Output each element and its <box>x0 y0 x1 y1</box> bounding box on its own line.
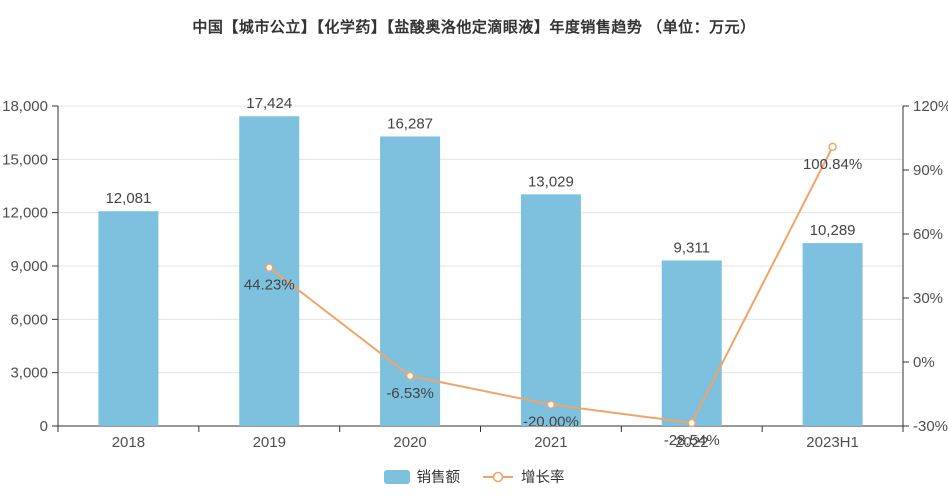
legend-item-growth[interactable]: 增长率 <box>482 466 565 487</box>
y-right-tick-label: -30% <box>913 418 948 435</box>
y-left-tick-label: 9,000 <box>10 258 48 275</box>
x-axis-label-2022: 2022 <box>675 434 708 451</box>
y-right-tick-label: 0% <box>913 354 935 371</box>
legend-label-growth: 增长率 <box>521 470 565 486</box>
legend: 销售额 增长率 <box>0 466 948 487</box>
growth-value-label-2023H1: 100.84% <box>803 156 862 173</box>
bar-2018[interactable] <box>98 211 159 426</box>
bar-2021[interactable] <box>520 194 581 426</box>
x-axis-label-2023H1: 2023H1 <box>806 434 859 451</box>
y-left-tick-label: 3,000 <box>10 365 48 382</box>
chart-title: 中国【城市公立】【化学药】【盐酸奥洛他定滴眼液】年度销售趋势 （单位：万元） <box>192 19 756 36</box>
bar-swatch-icon <box>383 469 410 484</box>
bar-value-label-2023H1: 10,289 <box>810 222 856 239</box>
y-left-tick-label: 12,000 <box>2 205 48 222</box>
bar-value-label-2021: 13,029 <box>528 173 574 190</box>
line-swatch-icon <box>483 471 513 482</box>
bar-2020[interactable] <box>380 136 441 426</box>
y-right-tick-label: 60% <box>913 226 943 243</box>
x-axis-label-2019: 2019 <box>253 434 286 451</box>
x-axis-label-2018: 2018 <box>112 434 145 451</box>
growth-value-label-2021: -20.00% <box>523 414 579 431</box>
legend-item-sales[interactable]: 销售额 <box>383 466 461 487</box>
bar-value-label-2020: 16,287 <box>387 115 433 132</box>
y-left-tick-label: 0 <box>40 418 48 435</box>
growth-value-label-2022: -28.54% <box>664 432 720 449</box>
x-axis-label-2020: 2020 <box>393 434 426 451</box>
growth-point-2021[interactable] <box>546 400 556 409</box>
bar-value-label-2022: 9,311 <box>674 239 710 256</box>
growth-value-label-2020: -6.53% <box>386 385 434 402</box>
y-right-tick-label: 120% <box>913 98 948 115</box>
y-left-tick-label: 18,000 <box>2 98 48 115</box>
growth-value-label-2019: 44.23% <box>244 277 295 294</box>
growth-point-2023H1[interactable] <box>828 142 837 152</box>
x-axis-label-2021: 2021 <box>534 434 567 451</box>
bar-value-label-2018: 12,081 <box>105 190 151 207</box>
bar-2022[interactable] <box>661 260 722 426</box>
chart-canvas: 0 3,000 6,000 9,000 12,000 15,000 18,000 -30% 0%… <box>2 95 948 451</box>
growth-point-2019[interactable] <box>265 263 274 272</box>
growth-point-2022[interactable] <box>687 418 696 428</box>
bar-2023H1[interactable] <box>802 243 863 426</box>
y-left-tick-label: 6,000 <box>10 311 48 328</box>
bar-value-label-2019: 17,424 <box>246 95 292 112</box>
growth-point-2020[interactable] <box>405 371 415 381</box>
legend-label-sales: 销售额 <box>416 470 461 486</box>
y-right-tick-label: 30% <box>913 290 943 307</box>
y-right-tick-label: 90% <box>913 162 943 179</box>
y-left-tick-label: 15,000 <box>2 151 48 168</box>
